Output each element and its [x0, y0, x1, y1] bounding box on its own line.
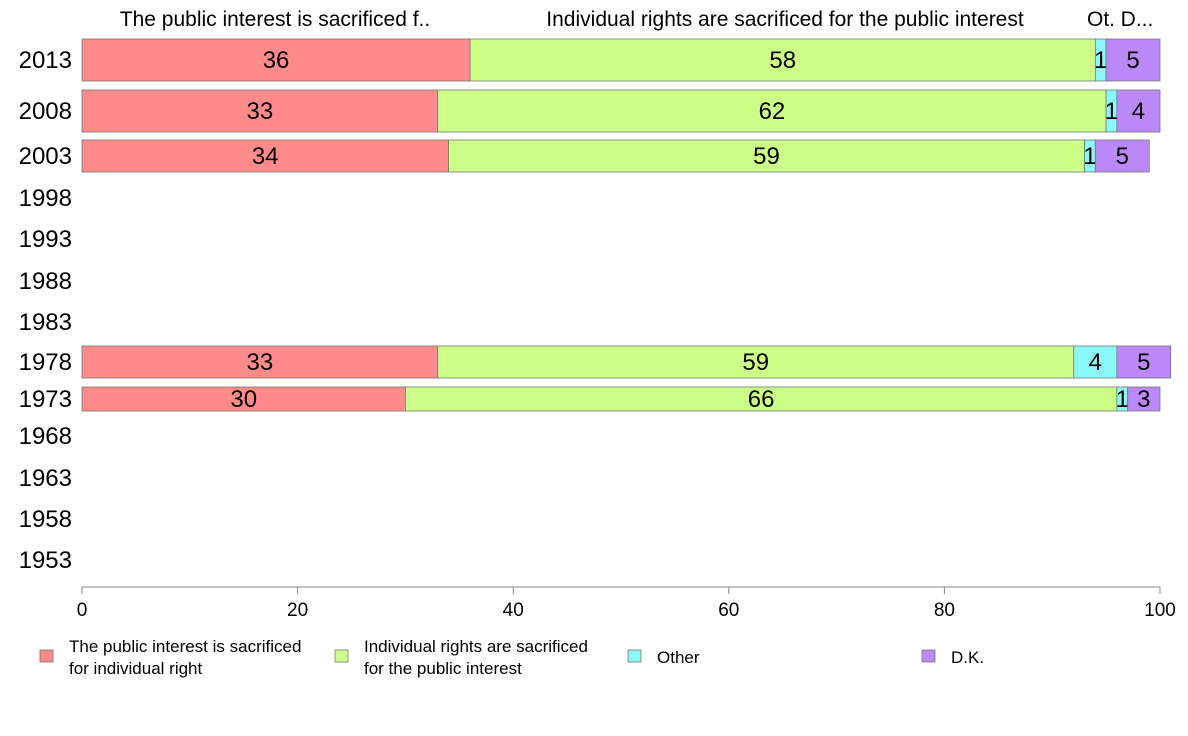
- legend-label-0-line2: for individual right: [69, 659, 203, 678]
- bar-2013-series-1: [469, 38, 1096, 82]
- x-tick-label-100: 100: [1144, 600, 1176, 621]
- value-label-1973-series-0: 30: [230, 386, 257, 413]
- bar-2013-series-0: [81, 38, 471, 82]
- legend-swatch-2: [627, 649, 642, 663]
- legend-label-3: D.K.: [951, 648, 984, 667]
- year-labels: 2013 2008 2003 1998 1993 1988 1983 1978 1973 1968…: [19, 47, 72, 574]
- bar-2003-series-3: [1094, 139, 1150, 173]
- legend-swatch-1: [334, 649, 349, 663]
- value-label-1978-series-3: 5: [1137, 349, 1150, 376]
- value-label-2003-series-3: 5: [1116, 143, 1129, 170]
- value-label-2008-series-3: 4: [1132, 98, 1145, 125]
- year-label-2003: 2003: [19, 143, 72, 170]
- year-label-1993: 1993: [19, 226, 72, 253]
- legend-label-1: Individual rights are sacrificed: [364, 637, 588, 656]
- year-label-1963: 1963: [19, 465, 72, 492]
- value-label-2008-series-0: 33: [247, 98, 274, 125]
- bar-2008-series-1: [437, 89, 1107, 133]
- year-label-1978: 1978: [19, 349, 72, 376]
- legend: The public interest is sacrificed for ind…: [39, 637, 984, 678]
- column-header-3: D...: [1121, 8, 1154, 31]
- value-label-1973-series-1: 66: [748, 386, 775, 413]
- value-label-2008-series-1: 62: [759, 98, 786, 125]
- legend-label-1-line2: for the public interest: [364, 659, 522, 678]
- column-header-0: The public interest is sacrificed f..: [120, 8, 430, 31]
- bar-2003-series-1: [448, 139, 1085, 173]
- bar-1978-series-0: [81, 345, 439, 379]
- value-label-1978-series-2: 4: [1089, 349, 1102, 376]
- year-label-1983: 1983: [19, 309, 72, 336]
- column-header-2: Ot.: [1087, 8, 1115, 31]
- value-label-2013-series-3: 5: [1126, 47, 1139, 74]
- x-tick-label-20: 20: [287, 600, 308, 621]
- legend-swatch-0: [39, 649, 54, 663]
- value-label-2003-series-1: 59: [753, 143, 780, 170]
- legend-label-0: The public interest is sacrificed: [69, 637, 301, 656]
- bar-2003-series-0: [81, 139, 449, 173]
- legend-label-2: Other: [657, 648, 700, 667]
- year-label-1968: 1968: [19, 423, 72, 450]
- year-label-2013: 2013: [19, 47, 72, 74]
- year-label-1958: 1958: [19, 506, 72, 533]
- year-label-1953: 1953: [19, 547, 72, 574]
- year-label-2008: 2008: [19, 98, 72, 125]
- value-label-2008-series-2: 1: [1105, 98, 1118, 125]
- x-axis: 0 20 40 60 80 100: [77, 586, 1176, 621]
- bar-1973-series-1: [404, 386, 1118, 412]
- year-label-1998: 1998: [19, 185, 72, 212]
- x-tick-label-40: 40: [503, 600, 524, 621]
- year-label-1973: 1973: [19, 386, 72, 413]
- value-label-1973-series-2: 1: [1116, 386, 1129, 413]
- bars: 36 58 1 533 62 1 434 59 1 533 59 4 530 66 1 3: [81, 38, 1172, 413]
- value-label-2013-series-1: 58: [769, 47, 796, 74]
- value-label-2003-series-0: 34: [252, 143, 279, 170]
- value-label-1973-series-3: 3: [1137, 386, 1150, 413]
- bar-1978-series-3: [1116, 345, 1172, 379]
- value-label-1978-series-1: 59: [742, 349, 769, 376]
- x-tick-label-0: 0: [77, 600, 88, 621]
- bar-1973-series-3: [1127, 386, 1161, 412]
- year-label-1988: 1988: [19, 268, 72, 295]
- x-tick-label-80: 80: [934, 600, 955, 621]
- bar-2013-series-3: [1105, 38, 1161, 82]
- legend-swatch-3: [921, 649, 936, 663]
- bar-1978-series-1: [437, 345, 1075, 379]
- bar-2008-series-3: [1116, 89, 1161, 133]
- value-label-1978-series-0: 33: [247, 349, 274, 376]
- value-label-2013-series-2: 1: [1094, 47, 1107, 74]
- column-header-1: Individual rights are sacrificed for the…: [546, 8, 1024, 31]
- column-headers: The public interest is sacrificed f.. Ind…: [120, 8, 1154, 31]
- x-tick-label-60: 60: [718, 600, 739, 621]
- value-label-2013-series-0: 36: [263, 47, 290, 74]
- value-label-2003-series-2: 1: [1083, 143, 1096, 170]
